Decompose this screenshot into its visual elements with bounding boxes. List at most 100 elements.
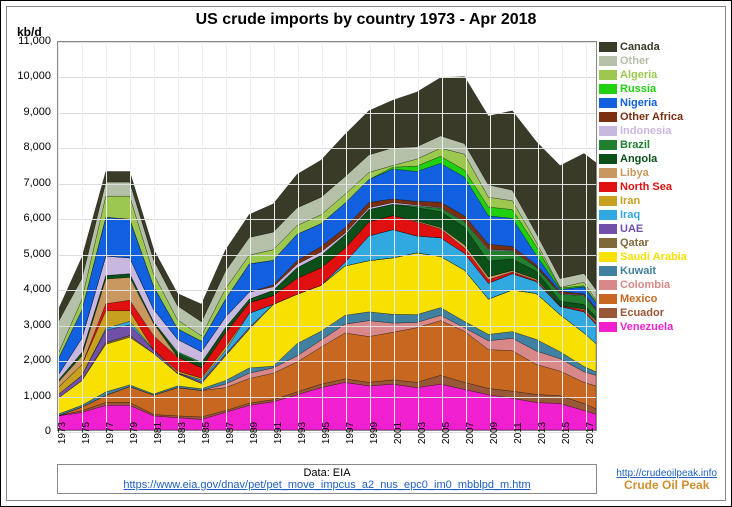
chart-inner: US crude imports by country 1973 - Apr 2… (6, 6, 726, 501)
x-tick: 1995 (321, 422, 332, 444)
x-tick: 2017 (585, 422, 596, 444)
x-tick: 1989 (249, 422, 260, 444)
legend-item: Canada (599, 41, 717, 53)
legend-label: UAE (620, 223, 643, 235)
legend-label: North Sea (620, 181, 672, 193)
x-tick: 1991 (273, 422, 284, 444)
y-tick: 7,000 (23, 177, 51, 189)
y-tick: 8,000 (23, 141, 51, 153)
x-tick: 1983 (177, 422, 188, 444)
chart-title: US crude imports by country 1973 - Apr 2… (7, 11, 725, 29)
x-tick: 2009 (489, 422, 500, 444)
x-tick: 1975 (81, 422, 92, 444)
legend-item: Ecuador (599, 307, 717, 319)
x-axis: 1973197519771979198119831985198719891991… (57, 431, 597, 461)
legend-swatch (599, 294, 617, 304)
y-tick: 9,000 (23, 106, 51, 118)
legend-label: Angola (620, 153, 657, 165)
y-tick: 10,000 (17, 70, 51, 82)
legend-label: Libya (620, 167, 649, 179)
legend-label: Russia (620, 83, 656, 95)
legend-label: Other (620, 55, 649, 67)
legend-swatch (599, 182, 617, 192)
x-tick: 1979 (129, 422, 140, 444)
legend-label: Brazil (620, 139, 650, 151)
y-tick: 1,000 (23, 390, 51, 402)
x-tick: 2007 (465, 422, 476, 444)
data-source-label: Data: EIA (303, 467, 350, 479)
legend-item: Brazil (599, 139, 717, 151)
legend-swatch (599, 308, 617, 318)
legend-swatch (599, 112, 617, 122)
legend-item: Iran (599, 195, 717, 207)
legend-item: Nigeria (599, 97, 717, 109)
legend-label: Colombia (620, 279, 670, 291)
legend-item: UAE (599, 223, 717, 235)
legend-item: Other (599, 55, 717, 67)
x-tick: 1999 (369, 422, 380, 444)
legend-label: Iraq (620, 209, 640, 221)
legend-label: Nigeria (620, 97, 657, 109)
legend-swatch (599, 126, 617, 136)
y-tick: 0 (45, 425, 51, 437)
legend-label: Algeria (620, 69, 657, 81)
x-tick: 1985 (201, 422, 212, 444)
legend-swatch (599, 140, 617, 150)
legend-label: Ecuador (620, 307, 664, 319)
y-tick: 11,000 (18, 35, 51, 47)
legend-label: Qatar (620, 237, 649, 249)
legend-swatch (599, 98, 617, 108)
plot-area (57, 41, 597, 431)
legend-swatch (599, 70, 617, 80)
chart-frame: US crude imports by country 1973 - Apr 2… (0, 0, 732, 507)
legend-item: Saudi Arabia (599, 251, 717, 263)
legend-item: Venezuela (599, 321, 717, 333)
legend-label: Other Africa (620, 111, 683, 123)
data-source-link[interactable]: https://www.eia.gov/dnav/pet/pet_move_im… (123, 479, 530, 491)
legend-item: Angola (599, 153, 717, 165)
y-axis: 01,0002,0003,0004,0005,0006,0007,0008,00… (15, 41, 55, 431)
legend-swatch (599, 322, 617, 332)
legend-swatch (599, 84, 617, 94)
legend-label: Venezuela (620, 321, 673, 333)
legend-item: Libya (599, 167, 717, 179)
legend-swatch (599, 56, 617, 66)
legend-label: Mexico (620, 293, 657, 305)
x-tick: 1987 (225, 422, 236, 444)
legend-swatch (599, 238, 617, 248)
legend-item: Other Africa (599, 111, 717, 123)
x-tick: 1993 (297, 422, 308, 444)
legend-item: Algeria (599, 69, 717, 81)
x-tick: 1981 (153, 422, 164, 444)
x-tick: 2005 (441, 422, 452, 444)
legend-label: Iran (620, 195, 640, 207)
legend-item: Colombia (599, 279, 717, 291)
legend-swatch (599, 266, 617, 276)
legend: Canada Other Algeria Russia Nigeria Other Afr… (599, 41, 717, 335)
x-tick: 2015 (561, 422, 572, 444)
credit-name: Crude Oil Peak (624, 478, 709, 492)
legend-item: Iraq (599, 209, 717, 221)
legend-swatch (599, 168, 617, 178)
y-tick: 5,000 (23, 248, 51, 260)
legend-swatch (599, 154, 617, 164)
x-tick: 2013 (537, 422, 548, 444)
legend-label: Saudi Arabia (620, 251, 687, 263)
x-tick: 1973 (57, 422, 68, 444)
legend-swatch (599, 196, 617, 206)
y-tick: 2,000 (23, 354, 51, 366)
legend-item: Indonesia (599, 125, 717, 137)
y-tick: 3,000 (23, 319, 51, 331)
y-tick: 4,000 (23, 283, 51, 295)
x-tick: 1977 (105, 422, 116, 444)
legend-label: Kuwait (620, 265, 656, 277)
legend-swatch (599, 252, 617, 262)
legend-item: Kuwait (599, 265, 717, 277)
legend-swatch (599, 280, 617, 290)
x-tick: 1997 (345, 422, 356, 444)
legend-label: Canada (620, 41, 660, 53)
x-tick: 2011 (513, 422, 524, 444)
legend-item: Russia (599, 83, 717, 95)
data-source-box: Data: EIA https://www.eia.gov/dnav/pet/p… (57, 464, 597, 494)
legend-item: Mexico (599, 293, 717, 305)
